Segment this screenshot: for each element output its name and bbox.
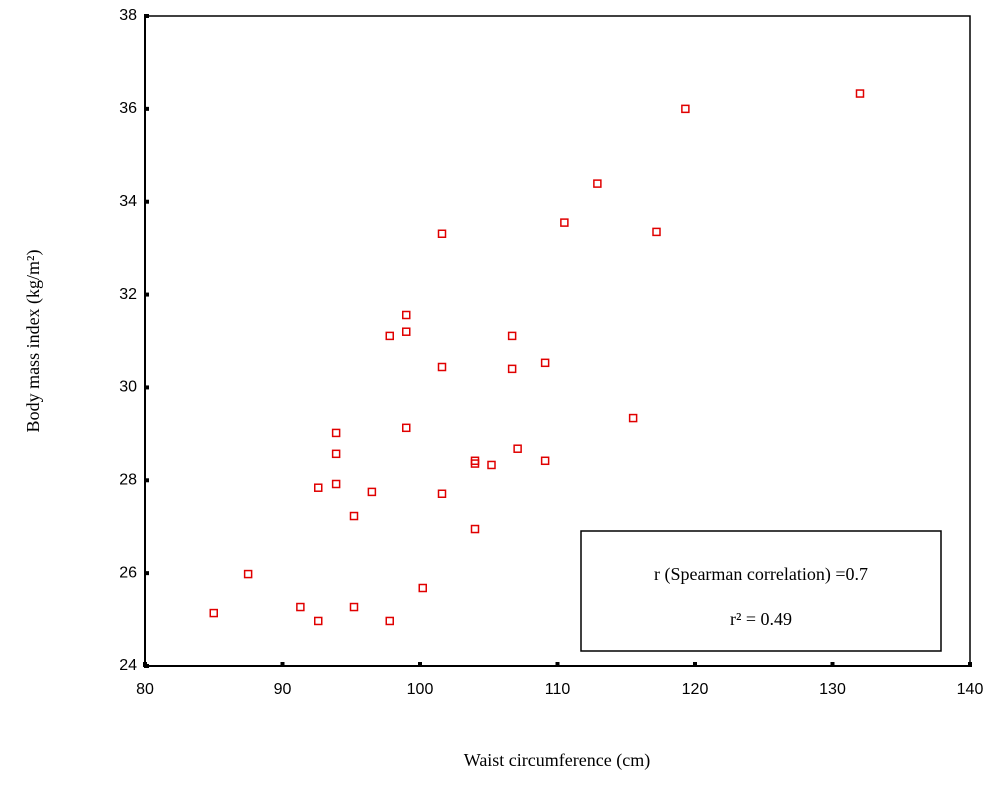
x-tick-label: 90 <box>274 681 292 698</box>
point <box>296 602 305 612</box>
point <box>349 602 359 612</box>
point <box>437 489 447 498</box>
point <box>652 227 661 237</box>
annotation: r (Spearman correlation) =0.7 <box>654 564 868 585</box>
point <box>314 483 323 492</box>
point <box>349 511 359 521</box>
point <box>507 331 517 341</box>
point <box>437 229 447 238</box>
y-tick-label: 34 <box>119 193 137 210</box>
point <box>540 456 550 466</box>
point <box>470 459 480 468</box>
point <box>513 444 522 453</box>
x-tick-label: 140 <box>957 681 984 698</box>
point <box>385 331 394 341</box>
y-tick-label: 32 <box>119 286 137 303</box>
point <box>385 616 394 626</box>
point <box>402 423 411 433</box>
point <box>560 218 569 227</box>
point <box>209 608 218 618</box>
annotation-box <box>580 530 942 652</box>
point <box>331 449 341 459</box>
point <box>487 460 496 470</box>
y-tick-label: 28 <box>119 472 137 489</box>
point <box>418 583 427 593</box>
point <box>367 487 377 497</box>
y-tick-label: 36 <box>119 100 137 117</box>
x-axis-title: Waist circumference (cm) <box>464 750 650 771</box>
point <box>470 524 480 534</box>
point <box>507 364 517 374</box>
point <box>243 569 253 579</box>
point <box>314 616 323 626</box>
point <box>402 327 411 336</box>
point <box>855 89 865 98</box>
y-tick-label: 26 <box>119 564 137 581</box>
y-tick-label: 30 <box>119 379 137 396</box>
point <box>331 428 341 438</box>
point <box>331 479 341 489</box>
y-tick-label: 38 <box>119 7 137 24</box>
point <box>681 104 690 114</box>
point <box>540 358 550 368</box>
y-axis-title: Body mass index (kg/m²) <box>23 250 44 433</box>
point <box>628 413 638 423</box>
x-tick-label: 110 <box>545 681 571 698</box>
point <box>437 362 447 372</box>
annotation: r² = 0.49 <box>730 609 792 629</box>
x-tick-label: 80 <box>136 681 154 698</box>
x-tick-label: 130 <box>819 681 846 698</box>
x-tick-label: 120 <box>682 681 709 698</box>
point <box>402 310 411 320</box>
y-tick-label: 24 <box>119 657 137 674</box>
x-tick-label: 100 <box>407 681 434 698</box>
point <box>593 179 602 188</box>
